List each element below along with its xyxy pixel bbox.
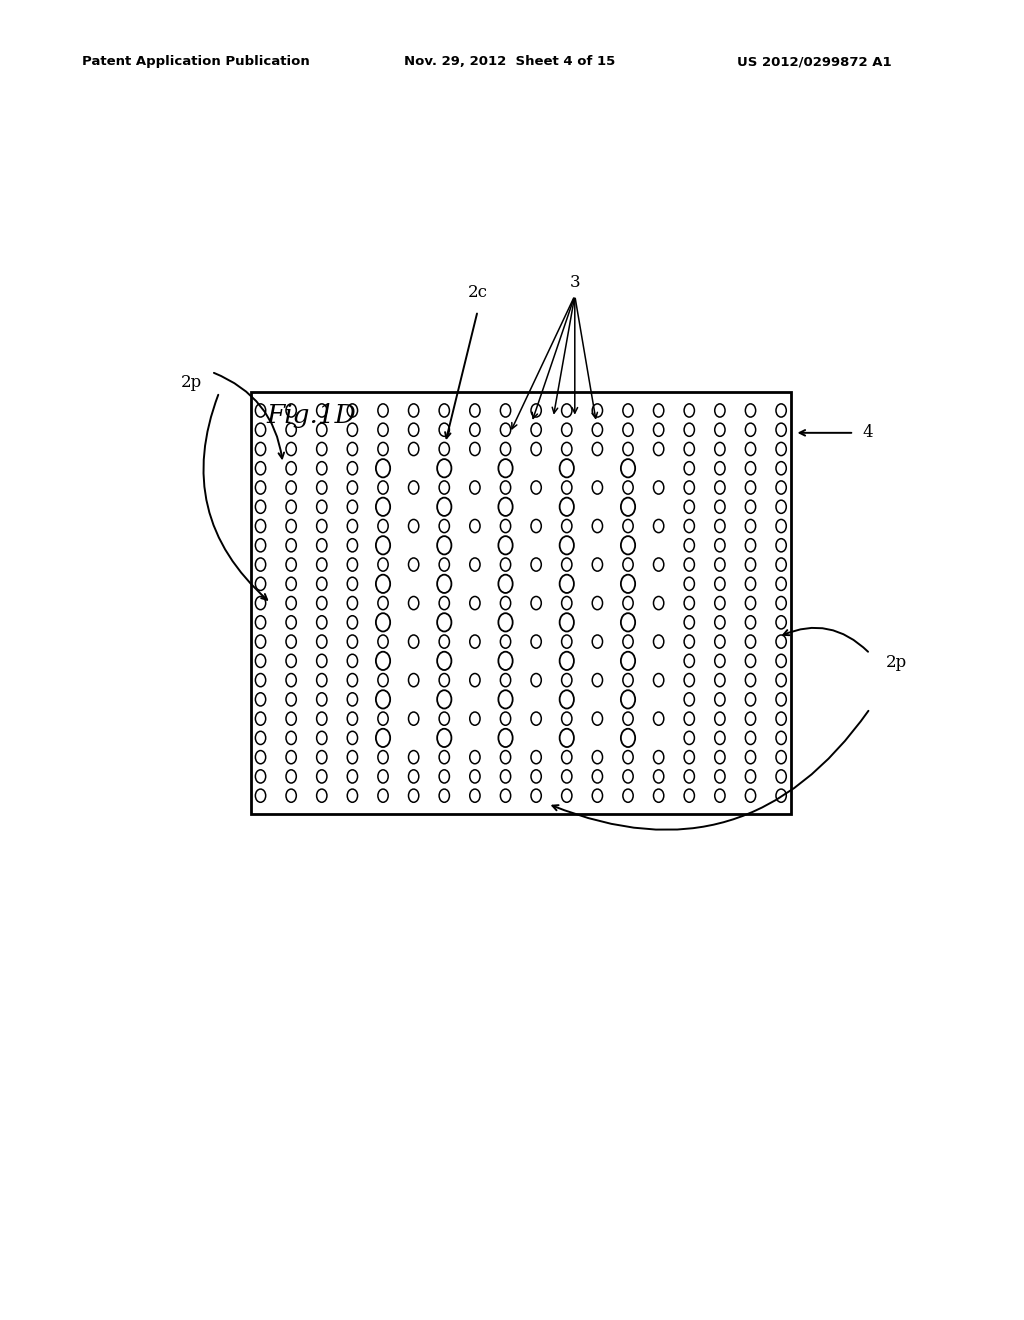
Text: 2p: 2p [181, 374, 202, 391]
Text: 3: 3 [569, 273, 581, 290]
Text: Patent Application Publication: Patent Application Publication [82, 55, 309, 69]
Text: US 2012/0299872 A1: US 2012/0299872 A1 [737, 55, 892, 69]
Text: 2c: 2c [468, 284, 487, 301]
Text: Fig.1D: Fig.1D [267, 403, 356, 428]
Text: 2p: 2p [886, 653, 907, 671]
Text: 4: 4 [862, 424, 872, 441]
Text: Nov. 29, 2012  Sheet 4 of 15: Nov. 29, 2012 Sheet 4 of 15 [404, 55, 615, 69]
Bar [251, 392, 791, 814]
